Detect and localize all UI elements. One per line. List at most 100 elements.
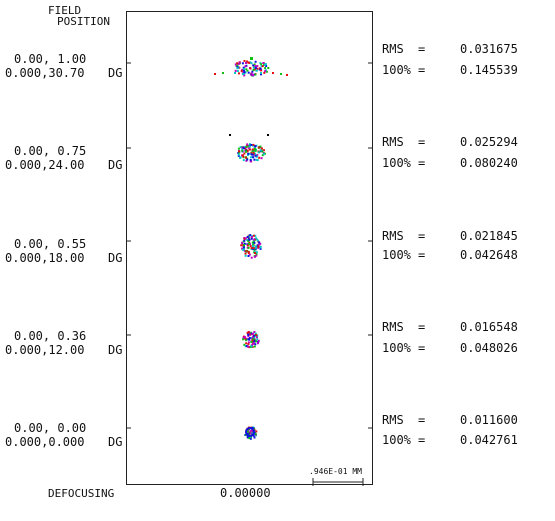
spot-point	[250, 247, 253, 250]
spot-point	[247, 152, 250, 155]
spot-point	[245, 149, 247, 152]
spot-point	[252, 69, 255, 71]
spot-point	[247, 252, 250, 254]
spot-point	[253, 336, 256, 339]
spot-point	[241, 146, 244, 149]
spot-point	[254, 65, 257, 68]
defocusing-label: DEFOCUSING	[48, 487, 115, 500]
spot-point	[247, 240, 250, 243]
spot-point	[254, 332, 257, 335]
spot-point	[242, 159, 245, 162]
spot-point	[244, 345, 247, 348]
spot-point	[243, 152, 246, 155]
field-4-norm: 0.00, 0.36	[14, 329, 87, 343]
spot-point	[261, 154, 264, 157]
spot-point	[247, 343, 250, 346]
spot-point	[243, 238, 246, 241]
field-4-rms-label: RMS	[382, 320, 404, 334]
spot-point	[286, 74, 288, 76]
spot-point	[243, 249, 246, 252]
spot-point	[238, 151, 241, 154]
spot-point	[267, 134, 269, 136]
spot-point	[255, 251, 258, 254]
field-5-100-eq: =	[418, 433, 426, 447]
spot-point	[256, 338, 259, 341]
spot-point	[246, 158, 249, 161]
spot-point	[242, 248, 245, 251]
spot-point	[250, 236, 253, 239]
spot-point	[254, 66, 257, 69]
field-2-100-label: 100%	[382, 156, 411, 170]
spot-point	[253, 158, 256, 161]
spot-point	[255, 253, 258, 256]
spot-point	[247, 250, 250, 253]
spot-point	[251, 153, 254, 156]
field-header-line2: POSITION	[57, 15, 110, 28]
spot-point	[256, 154, 259, 157]
spot-point	[253, 334, 256, 337]
spot-point	[257, 146, 260, 149]
spot-point	[222, 72, 224, 74]
spot-point	[247, 246, 250, 249]
spot-point	[252, 243, 255, 246]
spot-point	[234, 63, 237, 66]
field-1-100-value: 0.145539	[460, 63, 518, 77]
spot-point	[248, 253, 251, 256]
spot-point	[246, 149, 249, 152]
spot-point	[246, 430, 249, 433]
spot-point	[250, 156, 252, 159]
spot-point	[248, 147, 251, 149]
spot-point	[238, 150, 240, 153]
spot-point	[248, 337, 251, 339]
spot-point	[248, 236, 251, 239]
spot-point	[237, 147, 240, 150]
field-3-100-label: 100%	[382, 248, 411, 262]
scale-bar-label: .946E-01 MM	[309, 467, 362, 476]
spot-point	[251, 336, 254, 339]
field-3-angle: 0.000,18.00	[5, 251, 85, 265]
spot-point	[255, 334, 258, 337]
spot-point	[246, 432, 249, 435]
spot-point	[241, 248, 244, 251]
spot-point	[247, 333, 250, 336]
spot-point	[253, 248, 256, 251]
spot-point	[245, 250, 248, 253]
spot-point	[244, 71, 247, 74]
spot-point	[262, 152, 265, 155]
spot-point	[248, 238, 251, 241]
spot-point	[248, 61, 251, 64]
spot-point	[242, 155, 245, 158]
spot-point	[259, 245, 262, 248]
spot-point	[251, 430, 254, 433]
spot-point	[252, 245, 254, 248]
field-1-norm: 0.00, 1.00	[14, 52, 87, 66]
spot-point	[258, 156, 261, 159]
spot-point	[254, 252, 256, 254]
spot-point	[246, 238, 249, 241]
field-4-100-value: 0.048026	[460, 341, 518, 355]
spot-point	[243, 244, 245, 247]
field-3-100-eq: =	[418, 248, 426, 262]
spot-point	[243, 242, 246, 245]
spot-point	[248, 346, 251, 349]
spot-point	[248, 152, 251, 155]
spot-point	[254, 60, 257, 63]
field-2-rms-eq: =	[418, 135, 426, 149]
spot-point	[259, 149, 262, 152]
spot-point	[264, 67, 267, 70]
field-5-100-label: 100%	[382, 433, 411, 447]
field-3-norm: 0.00, 0.55	[14, 237, 87, 251]
field-5-norm: 0.00, 0.00	[14, 421, 87, 435]
spot-point	[249, 245, 252, 248]
spot-point	[261, 65, 264, 68]
spot-point	[254, 73, 257, 76]
spot-point	[241, 247, 244, 250]
field-4-rms-value: 0.016548	[460, 320, 518, 334]
spot-point	[243, 71, 246, 74]
spot-point	[252, 338, 255, 341]
field-1-100-label: 100%	[382, 63, 411, 77]
spot-point	[249, 333, 252, 336]
spot-point	[254, 154, 257, 157]
spot-point	[242, 66, 245, 69]
